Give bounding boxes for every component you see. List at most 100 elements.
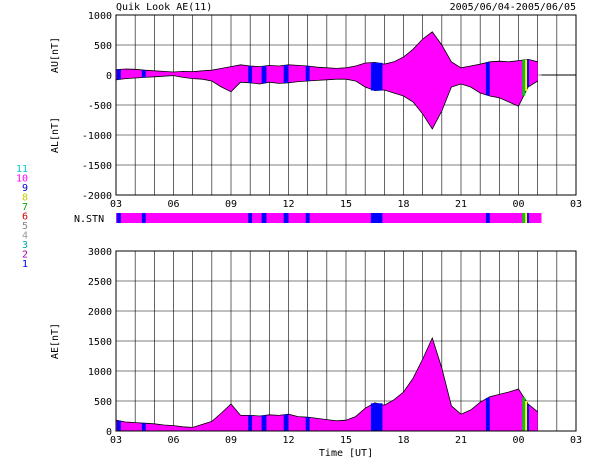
au-al-y-ticks: 1000 500 0 -500 -1000 -1500 -2000: [82, 11, 112, 202]
station-bar: [370, 403, 383, 431]
x-tick-label: 12: [282, 435, 294, 446]
legend-station-count: 8: [22, 193, 28, 204]
x-tick-label: 09: [225, 435, 237, 446]
y-tick-label: 0: [106, 427, 112, 438]
station-bar: [283, 65, 289, 83]
x-tick-label: 03: [110, 199, 122, 210]
legend-station-count: 10: [16, 174, 28, 185]
y-tick-label: 3000: [88, 247, 112, 258]
station-bar: [141, 70, 146, 78]
ae-x-ticks: 03 06 09 12 15 18 21 00 03: [110, 435, 582, 446]
legend-station-count: 7: [22, 202, 28, 213]
ae-axis-label: AE[nT]: [50, 323, 61, 359]
legend-station-count: 1: [22, 259, 28, 270]
legend-station-count: 6: [22, 212, 28, 223]
series-line-al: [115, 75, 538, 130]
ae-series: [115, 336, 538, 431]
y-tick-label: -1000: [82, 131, 112, 142]
station-strip-segment: [261, 213, 267, 223]
station-bar: [527, 59, 530, 87]
station-strip-base: [116, 213, 542, 223]
y-tick-label: 2500: [88, 277, 112, 288]
al-axis-label: AL[nT]: [50, 117, 61, 153]
station-bar: [248, 415, 253, 431]
au-al-panel: 1000 500 0 -500 -1000 -1500 -2000 03 06 09 12 15 18…: [50, 11, 582, 210]
y-tick-label: -500: [88, 101, 112, 112]
nstn-label: N.STN: [74, 214, 104, 225]
station-bar: [283, 414, 289, 431]
station-strip-segment: [116, 213, 121, 223]
station-bar: [485, 62, 490, 96]
station-count-strip: [116, 213, 542, 223]
station-bar: [248, 66, 253, 83]
station-bar: [261, 415, 267, 431]
x-tick-label: 03: [110, 435, 122, 446]
legend-station-count: 9: [22, 183, 28, 194]
chart-title: Quik Look AE(11): [116, 2, 212, 13]
series-area-al: [116, 75, 538, 129]
x-tick-label: 00: [512, 199, 524, 210]
station-strip-segment: [141, 213, 146, 223]
station-bar: [305, 66, 310, 81]
x-tick-label: 15: [340, 435, 352, 446]
station-strip-segment: [370, 213, 383, 223]
legend-station-count: 11: [16, 164, 28, 175]
station-bar: [525, 59, 528, 91]
au-al-station-bars: [116, 59, 530, 96]
x-tick-label: 21: [455, 435, 467, 446]
station-bar: [522, 397, 526, 431]
station-bar: [116, 420, 121, 431]
au-axis-label: AU[nT]: [50, 37, 61, 73]
x-tick-label: 06: [167, 199, 179, 210]
x-tick-label: 03: [570, 435, 582, 446]
x-tick-label: 12: [282, 199, 294, 210]
au-al-x-ticks: 03 06 09 12 15 18 21 00 03: [110, 199, 582, 210]
y-tick-label: 2000: [88, 307, 112, 318]
au-al-series: [115, 31, 576, 130]
station-bar: [305, 417, 310, 431]
series-area-au: [116, 31, 538, 75]
station-bar: [522, 59, 526, 96]
date-range: 2005/06/04-2005/06/05: [450, 2, 576, 13]
x-tick-label: 06: [167, 435, 179, 446]
station-strip-segment: [283, 213, 289, 223]
station-strip-segment: [305, 213, 310, 223]
y-tick-label: 0: [106, 71, 112, 82]
x-tick-label: 18: [397, 199, 409, 210]
y-tick-label: -1500: [82, 161, 112, 172]
y-tick-label: 1000: [88, 367, 112, 378]
station-bar: [485, 397, 490, 431]
y-tick-label: 500: [94, 41, 112, 52]
station-bar: [261, 66, 267, 84]
y-tick-label: 500: [94, 397, 112, 408]
station-bar: [527, 404, 530, 431]
station-strip-segment: [527, 213, 530, 223]
station-bar: [525, 401, 528, 431]
station-strip-segment: [485, 213, 490, 223]
x-axis-label: Time [UT]: [319, 448, 373, 459]
x-tick-label: 15: [340, 199, 352, 210]
series-area-ae: [116, 338, 538, 431]
au-al-grid: [115, 14, 577, 196]
station-strip-segment: [522, 213, 526, 223]
station-bar: [370, 62, 383, 91]
station-bar: [141, 423, 146, 431]
legend-station-count: 5: [22, 221, 28, 232]
station-strip-segment: [525, 213, 528, 223]
series-line-au: [115, 31, 538, 73]
legend-station-count: 3: [22, 240, 28, 251]
series-line-ae: [115, 336, 538, 428]
x-tick-label: 09: [225, 199, 237, 210]
x-tick-label: 21: [455, 199, 467, 210]
y-tick-label: 1500: [88, 337, 112, 348]
y-tick-label: 1000: [88, 11, 112, 22]
ae-station-bars: [116, 397, 530, 431]
station-strip-segment: [248, 213, 253, 223]
y-tick-label: -2000: [82, 191, 112, 202]
x-tick-label: 00: [512, 435, 524, 446]
station-bar: [116, 69, 121, 80]
legend-station-count: 4: [22, 231, 28, 242]
ae-y-ticks: 3000 2500 2000 1500 1000 500 0: [88, 247, 112, 438]
